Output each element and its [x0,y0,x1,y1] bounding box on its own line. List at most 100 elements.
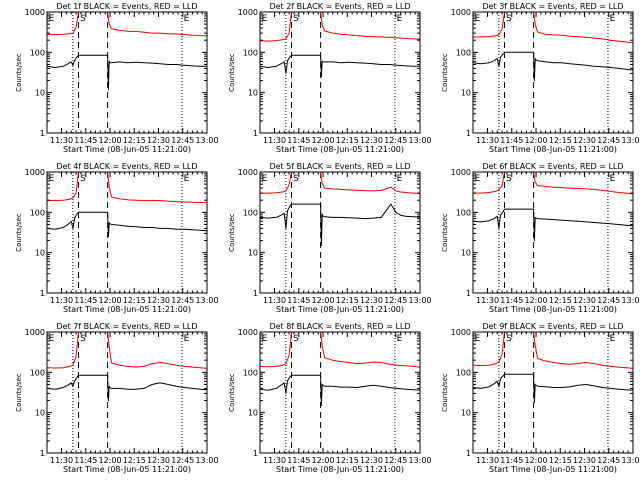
x-tick-label: 13:00 [621,456,640,465]
y-tick-label: 1000 [25,8,45,17]
series-line-events [260,203,420,247]
x-tick-label: 12:15 [336,456,359,465]
eclipse-marker-label: E [49,174,55,184]
y-axis-label: Counts/sec [228,373,236,412]
series-group [260,12,420,78]
y-tick-label: 10 [35,249,45,258]
plot-frame [46,11,208,134]
x-tick-label: 12:00 [98,456,121,465]
series-line-events [47,54,207,90]
x-tick-label: 12:00 [98,136,121,145]
panel-title: Det 8f BLACK = Events, RED = LLD [269,322,410,331]
eclipse-marker-label: E [184,14,190,24]
eclipse-marker-label: S [80,334,86,344]
x-tick-label: 12:30 [573,296,596,305]
x-tick-label: 11:45 [287,456,310,465]
plot-frame [259,11,421,134]
panel-title: Det 3f BLACK = Events, RED = LLD [482,2,623,11]
x-tick-label: 11:30 [263,296,286,305]
series-line-lld [47,332,207,369]
x-tick-label: 12:30 [147,136,170,145]
panel-det-2: 1 10 100 1000 11:30 11:45 12:00 12:15 12:30 12:45… [228,2,432,154]
eclipse-marker-label: E [397,334,403,344]
x-tick-label: 12:15 [336,296,359,305]
series-group [473,172,633,241]
series-group [260,332,420,407]
panel-title: Det 9f BLACK = Events, RED = LLD [482,322,623,331]
eclipse-marker-label: E [610,334,616,344]
eclipse-marker-label: S [293,174,299,184]
series-line-events [260,374,420,407]
series-line-events [473,51,633,81]
series-line-lld [47,172,207,204]
x-tick-label: 11:30 [50,296,73,305]
x-tick-label: 11:30 [50,456,73,465]
panel-det-7: 1 10 100 1000 11:30 11:45 12:00 12:15 12:30 12:45… [15,322,219,474]
series-line-events [47,374,207,401]
x-tick-label: 11:45 [74,296,97,305]
eclipse-marker-label: E [397,174,403,184]
panel-det-1: 1 10 100 1000 11:30 11:45 12:00 12:15 12:30 12:45… [15,2,219,154]
x-tick-label: 11:45 [500,136,523,145]
y-tick-label: 100 [243,208,258,217]
y-tick-label: 1 [40,129,45,138]
series-line-events [260,54,420,78]
x-tick-label: 12:15 [123,296,146,305]
plot-frame [472,171,634,294]
x-axis-label: Start Time (08-Jun-05 11:21:00) [276,145,404,154]
x-tick-label: 12:45 [384,136,407,145]
plot-frame [46,331,208,454]
panel-det-4: 1 10 100 1000 11:30 11:45 12:00 12:15 12:30 12:45… [15,162,219,314]
x-tick-label: 12:15 [123,456,146,465]
eclipse-marker-label: S [80,14,86,24]
y-tick-label: 1000 [238,168,258,177]
series-line-events [47,211,207,238]
y-tick-label: 1000 [451,328,471,337]
x-tick-label: 13:00 [408,296,431,305]
eclipse-marker-label: E [610,14,616,24]
x-axis-label: Start Time (08-Jun-05 11:21:00) [276,465,404,474]
eclipse-marker-label: S [506,14,512,24]
y-tick-label: 1000 [25,328,45,337]
series-line-lld [47,12,207,37]
plot-frame [259,331,421,454]
y-tick-label: 1000 [451,168,471,177]
series-line-events [473,373,633,403]
x-tick-label: 13:00 [408,136,431,145]
y-tick-label: 100 [243,48,258,57]
x-tick-label: 12:15 [549,296,572,305]
eclipse-marker-label: S [293,334,299,344]
x-axis-label: Start Time (08-Jun-05 11:21:00) [489,465,617,474]
x-tick-label: 12:30 [147,296,170,305]
y-tick-label: 10 [461,89,471,98]
x-tick-label: 12:15 [549,456,572,465]
y-tick-label: 100 [30,208,45,217]
y-tick-label: 1000 [25,168,45,177]
panel-det-8: 1 10 100 1000 11:30 11:45 12:00 12:15 12:30 12:45… [228,322,432,474]
x-tick-label: 12:00 [524,296,547,305]
plot-frame [259,171,421,294]
eclipse-marker-label: S [506,334,512,344]
eclipse-marker-label: E [610,174,616,184]
x-tick-label: 12:00 [311,296,334,305]
eclipse-marker-label: E [262,14,268,24]
series-group [47,12,207,90]
y-tick-label: 100 [456,208,471,217]
panel-title: Det 5f BLACK = Events, RED = LLD [269,162,410,171]
x-tick-label: 11:30 [476,136,499,145]
series-line-lld [473,332,633,369]
x-axis-label: Start Time (08-Jun-05 11:21:00) [63,465,191,474]
x-tick-label: 12:30 [147,456,170,465]
x-tick-label: 12:45 [597,456,620,465]
x-tick-label: 12:30 [360,136,383,145]
series-group [473,332,633,403]
y-axis-label: Counts/sec [441,373,449,412]
eclipse-marker-label: E [49,334,55,344]
series-line-lld [473,172,633,195]
series-line-events [473,208,633,241]
x-tick-label: 12:15 [336,136,359,145]
series-line-lld [260,12,420,42]
y-tick-label: 1000 [238,328,258,337]
eclipse-marker-label: E [475,14,481,24]
y-tick-label: 10 [35,409,45,418]
